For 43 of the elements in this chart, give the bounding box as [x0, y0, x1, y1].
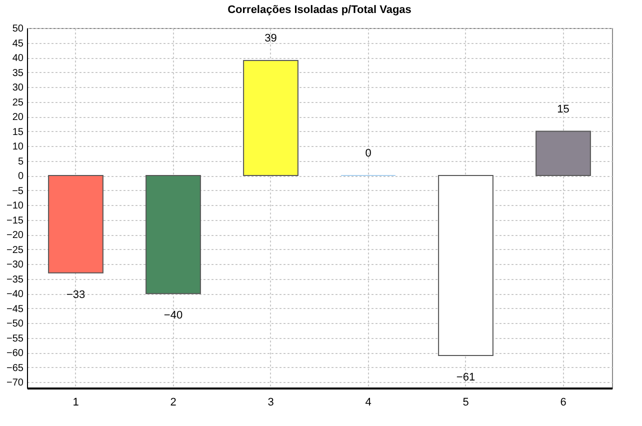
y-tick-label: −50: [6, 318, 24, 330]
y-tick-label: 40: [12, 53, 24, 64]
y-tick-label: 50: [12, 24, 24, 34]
y-tick-label: 25: [12, 97, 24, 108]
data-label: −40: [164, 310, 183, 322]
y-tick-label: 30: [12, 82, 24, 94]
x-tick-label: 1: [72, 396, 79, 408]
y-tick-label: −20: [6, 230, 24, 242]
data-label: −61: [456, 372, 476, 384]
bar: [536, 130, 591, 176]
y-tick-label: −5: [12, 186, 24, 197]
bar: [48, 175, 104, 274]
y-tick-label: −60: [6, 348, 24, 360]
data-label: 39: [264, 32, 277, 44]
bar: [438, 175, 494, 356]
chart-title: Correlações Isoladas p/Total Vagas: [228, 4, 412, 16]
x-tick-label: 3: [268, 396, 274, 408]
y-tick-label: 35: [12, 68, 24, 79]
data-label: 0: [365, 148, 372, 160]
x-tick-label: 5: [462, 396, 469, 408]
y-tick-label: 45: [12, 38, 24, 50]
x-tick-label: 4: [365, 396, 372, 408]
bar: [146, 175, 201, 294]
data-label: −33: [66, 288, 86, 301]
y-tick-label: −25: [6, 244, 24, 256]
y-tick-label: −30: [6, 260, 24, 271]
y-tick-label: −40: [6, 289, 24, 300]
bar: [243, 60, 298, 176]
y-tick-label: −35: [6, 274, 24, 286]
x-tick-label: 2: [170, 396, 176, 408]
y-tick-label: 20: [12, 112, 24, 124]
y-tick-label: −10: [6, 200, 24, 212]
data-label: 15: [557, 103, 570, 116]
y-tick-label: 15: [12, 126, 24, 138]
y-tick-label: −55: [6, 333, 24, 344]
y-tick-label: 10: [12, 142, 24, 153]
y-tick-label: −65: [6, 362, 24, 374]
y-tick-label: 0: [18, 171, 24, 182]
y-tick-label: −70: [6, 378, 24, 389]
y-tick-label: 5: [18, 156, 24, 168]
x-tick-label: 6: [560, 396, 566, 408]
y-tick-label: −15: [6, 215, 24, 226]
y-tick-label: −45: [6, 304, 24, 315]
